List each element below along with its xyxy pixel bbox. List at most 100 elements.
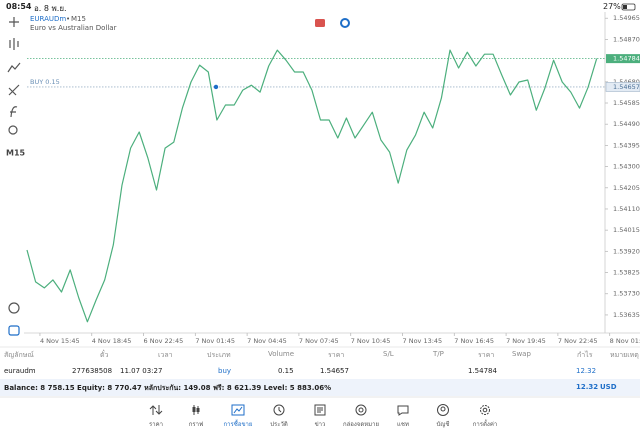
nav-icon bbox=[355, 404, 367, 416]
position-price-label: 1.54657 bbox=[613, 83, 640, 91]
col-header: กำไร bbox=[577, 351, 593, 359]
price-line bbox=[26, 49, 598, 323]
y-tick-label: 1.54585 bbox=[613, 99, 640, 107]
nav-icon bbox=[192, 405, 200, 415]
x-tick-label: 7 Nov 10:45 bbox=[351, 337, 391, 345]
nav-icon bbox=[480, 405, 490, 415]
col-header: หมายเหตุ bbox=[610, 351, 639, 359]
entry-marker bbox=[213, 84, 219, 90]
col-header: ประเภท bbox=[207, 351, 231, 359]
nav-item[interactable]: ราคา bbox=[134, 404, 178, 429]
position-label: BUY 0.15 bbox=[30, 78, 60, 86]
x-tick-label: 4 Nov 18:45 bbox=[92, 337, 132, 345]
y-tick-label: 1.54490 bbox=[613, 120, 640, 128]
function-icon[interactable] bbox=[10, 106, 18, 118]
x-tick-label: 8 Nov 01:45 bbox=[610, 337, 640, 345]
flag-eur bbox=[315, 19, 325, 27]
y-tick-label: 1.53635 bbox=[613, 311, 640, 319]
symbol: EURAUDm bbox=[30, 15, 66, 23]
nav-icon bbox=[149, 405, 163, 415]
x-tick-label: 7 Nov 13:45 bbox=[403, 337, 443, 345]
nav-icon bbox=[273, 404, 285, 416]
speed-icon[interactable] bbox=[8, 302, 20, 314]
y-tick-label: 1.53920 bbox=[613, 247, 640, 255]
nav-item[interactable]: บัญชี bbox=[421, 404, 465, 429]
x-tick-label: 4 Nov 15:45 bbox=[40, 337, 80, 345]
nav-icon bbox=[437, 404, 449, 416]
nav-label[interactable]: ข่าว bbox=[314, 421, 326, 428]
col-header: เวลา bbox=[158, 351, 173, 359]
nav-item[interactable]: ข่าว bbox=[298, 404, 342, 429]
nav-item[interactable]: กล่องจดหมาย bbox=[339, 404, 383, 429]
position-price-box bbox=[605, 82, 640, 92]
y-tick-label: 1.54870 bbox=[613, 35, 640, 43]
y-tick-label: 1.54965 bbox=[613, 14, 640, 22]
nav-icon bbox=[314, 404, 326, 416]
objects-icon[interactable] bbox=[8, 84, 20, 96]
col-header: S/L bbox=[383, 350, 394, 358]
status-battery: 27% bbox=[603, 2, 621, 11]
current-price-box bbox=[606, 54, 640, 64]
cell-open-price: 1.54657 bbox=[320, 367, 349, 375]
col-header: T/P bbox=[433, 350, 444, 358]
cell-time: 11.07 03:27 bbox=[120, 367, 163, 375]
col-header: ราคา bbox=[328, 351, 345, 359]
summary-band bbox=[0, 379, 640, 396]
nav-icon bbox=[397, 405, 409, 416]
status-date: อ. 8 พ.ย. bbox=[34, 4, 67, 13]
indicator-icon[interactable] bbox=[7, 62, 21, 73]
nav-label[interactable]: การซื้อขาย bbox=[223, 421, 253, 428]
nav-item[interactable]: กราฟ bbox=[174, 404, 218, 429]
nav-label[interactable]: กราฟ bbox=[188, 421, 204, 428]
flag-aud bbox=[340, 18, 350, 28]
nav-label[interactable]: การตั้งค่า bbox=[472, 421, 498, 428]
cell-profit: 12.32 bbox=[576, 367, 597, 375]
x-tick-label: 7 Nov 16:45 bbox=[454, 337, 494, 345]
summary-currency: USD bbox=[600, 383, 617, 391]
cell-price: 1.54784 bbox=[468, 367, 497, 375]
symbol-description: Euro vs Australian Dollar bbox=[30, 24, 117, 32]
nav-label[interactable]: บัญชี bbox=[436, 421, 450, 428]
y-tick-label: 1.54300 bbox=[613, 163, 640, 171]
x-tick-label: 7 Nov 04:45 bbox=[247, 337, 287, 345]
nav-item[interactable]: แชท bbox=[381, 404, 425, 429]
status-time: 08:54 bbox=[6, 2, 32, 11]
nav-label[interactable]: กล่องจดหมาย bbox=[342, 421, 380, 428]
battery-icon bbox=[621, 3, 636, 11]
y-tick-label: 1.54205 bbox=[613, 184, 640, 192]
crosshair-icon[interactable] bbox=[9, 17, 19, 27]
col-header: Swap bbox=[512, 350, 531, 358]
x-tick-label: 7 Nov 22:45 bbox=[558, 337, 598, 345]
cell-volume: 0.15 bbox=[278, 367, 294, 375]
nav-label[interactable]: ประวัติ bbox=[270, 421, 288, 428]
timeframe: M15 bbox=[71, 15, 86, 23]
y-tick-label: 1.53730 bbox=[613, 290, 640, 298]
cell-ticket: 277638508 bbox=[72, 367, 113, 375]
zoom-icon[interactable] bbox=[8, 125, 18, 135]
nav-item[interactable]: การซื้อขาย bbox=[216, 404, 260, 429]
cell-symbol: euraudm bbox=[4, 367, 36, 375]
nav-item[interactable]: การตั้งค่า bbox=[463, 404, 507, 429]
toolbar-timeframe[interactable]: M15 bbox=[6, 149, 26, 158]
col-header: ตั๋ว bbox=[100, 351, 109, 359]
x-tick-label: 6 Nov 22:45 bbox=[144, 337, 184, 345]
col-header: ราคา bbox=[478, 351, 495, 359]
candles-icon[interactable] bbox=[9, 38, 19, 50]
col-header: สัญลักษณ์ bbox=[4, 351, 34, 359]
summary-profit: 12.32 bbox=[576, 383, 599, 391]
chart-area: M15 EURAUDm • M15 Euro vs Australian Dol… bbox=[0, 3, 640, 398]
x-tick-label: 7 Nov 07:45 bbox=[299, 337, 339, 345]
nav-label[interactable]: แชท bbox=[397, 421, 409, 428]
nav-item[interactable]: ประวัติ bbox=[257, 404, 301, 429]
y-tick-label: 1.54680 bbox=[613, 78, 640, 86]
toolbar[interactable] bbox=[7, 17, 21, 336]
account-summary: Balance: 8 758.15 Equity: 8 770.47 หลักป… bbox=[4, 384, 332, 392]
cell-type: buy bbox=[218, 367, 232, 375]
battery-level bbox=[623, 5, 627, 9]
x-tick-label: 7 Nov 19:45 bbox=[506, 337, 546, 345]
y-tick-label: 1.54395 bbox=[613, 141, 640, 149]
x-tick-label: 7 Nov 01:45 bbox=[195, 337, 235, 345]
nav-label[interactable]: ราคา bbox=[149, 421, 163, 428]
onetap-icon[interactable] bbox=[8, 325, 20, 336]
